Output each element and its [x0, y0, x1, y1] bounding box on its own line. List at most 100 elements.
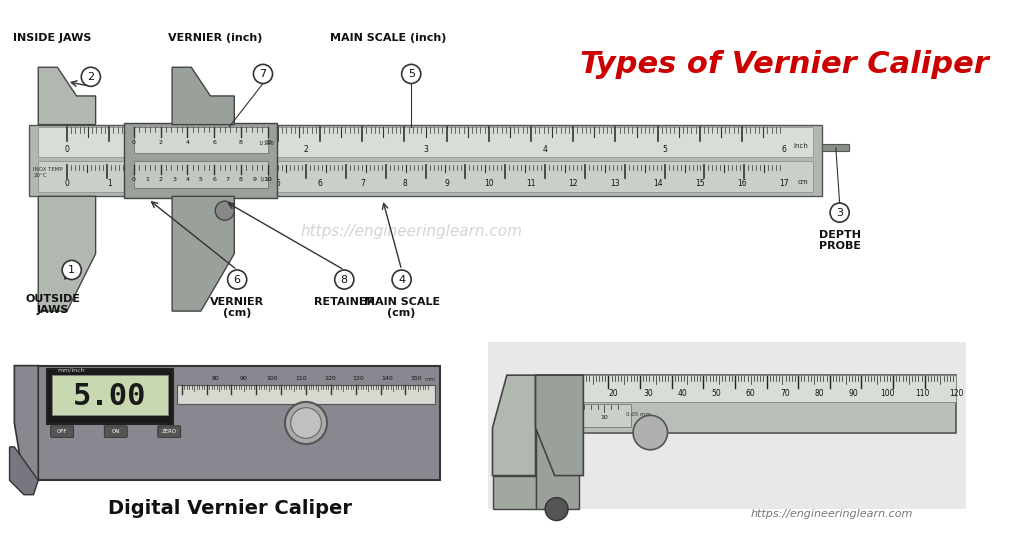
FancyBboxPatch shape	[134, 161, 267, 188]
Text: 4: 4	[543, 145, 548, 154]
FancyBboxPatch shape	[124, 123, 278, 198]
Text: 6: 6	[212, 177, 216, 182]
Circle shape	[227, 270, 247, 289]
Text: 1/20: 1/20	[260, 177, 272, 182]
Text: 10: 10	[574, 389, 584, 398]
Text: 120: 120	[324, 376, 336, 381]
Text: 0: 0	[543, 389, 548, 398]
Text: 3: 3	[172, 177, 176, 182]
FancyBboxPatch shape	[38, 365, 440, 480]
Text: 10: 10	[600, 414, 608, 420]
Text: 130: 130	[352, 376, 365, 381]
Circle shape	[285, 402, 327, 444]
Text: 90: 90	[849, 389, 858, 398]
Text: 0: 0	[65, 179, 70, 189]
Text: 4: 4	[185, 140, 189, 146]
Text: 17: 17	[779, 179, 788, 189]
Text: 140: 140	[381, 376, 393, 381]
Text: 4: 4	[233, 179, 239, 189]
FancyBboxPatch shape	[536, 375, 956, 402]
Text: 3: 3	[191, 179, 196, 189]
Text: 10: 10	[264, 177, 271, 182]
Polygon shape	[38, 196, 95, 311]
Text: Digital Vernier Caliper: Digital Vernier Caliper	[108, 500, 351, 519]
Text: inch: inch	[794, 143, 808, 149]
Text: 9: 9	[444, 179, 450, 189]
Polygon shape	[38, 67, 95, 125]
Circle shape	[253, 64, 272, 84]
Text: 90: 90	[240, 376, 248, 381]
Circle shape	[291, 407, 322, 438]
Text: 7: 7	[359, 179, 365, 189]
Text: 9: 9	[252, 177, 256, 182]
Circle shape	[335, 270, 354, 289]
Text: 5: 5	[199, 177, 203, 182]
Text: 40: 40	[677, 389, 687, 398]
Text: MAIN SCALE (inch): MAIN SCALE (inch)	[330, 33, 446, 43]
Circle shape	[81, 67, 100, 86]
Text: 0: 0	[132, 177, 136, 182]
Text: 7: 7	[259, 69, 266, 79]
FancyBboxPatch shape	[38, 161, 813, 191]
FancyBboxPatch shape	[536, 375, 956, 433]
Text: 2: 2	[148, 179, 154, 189]
Text: OUTSIDE
JAWS: OUTSIDE JAWS	[26, 294, 80, 315]
Text: 15: 15	[695, 179, 705, 189]
Text: ON: ON	[112, 429, 120, 434]
Text: 10: 10	[484, 179, 494, 189]
Circle shape	[401, 64, 421, 84]
Text: VERNIER (inch): VERNIER (inch)	[168, 33, 262, 43]
Circle shape	[545, 497, 568, 521]
Text: 8: 8	[402, 179, 407, 189]
Text: 30: 30	[643, 389, 652, 398]
Text: OFF: OFF	[57, 429, 68, 434]
FancyBboxPatch shape	[487, 342, 966, 509]
Text: 80: 80	[211, 376, 219, 381]
Text: INSIDE JAWS: INSIDE JAWS	[13, 33, 92, 43]
Text: 12: 12	[568, 179, 578, 189]
FancyBboxPatch shape	[822, 144, 849, 151]
Polygon shape	[14, 365, 38, 480]
Text: 1: 1	[106, 179, 112, 189]
Text: 120: 120	[949, 389, 964, 398]
Circle shape	[215, 201, 234, 220]
Text: 1: 1	[184, 145, 188, 154]
Text: 8: 8	[239, 140, 243, 146]
Text: https://engineeringlearn.com: https://engineeringlearn.com	[300, 224, 522, 239]
Circle shape	[830, 203, 849, 222]
Text: INOX TEMP
20°C: INOX TEMP 20°C	[34, 167, 63, 178]
Text: DEPTH
PROBE: DEPTH PROBE	[818, 230, 860, 251]
Text: https://engineeringlearn.com: https://engineeringlearn.com	[751, 509, 913, 519]
Text: 150: 150	[411, 376, 422, 381]
Text: 70: 70	[780, 389, 790, 398]
Text: mm/inch: mm/inch	[57, 367, 85, 372]
Circle shape	[62, 260, 81, 280]
Text: 50: 50	[712, 389, 721, 398]
Text: 7: 7	[225, 177, 229, 182]
FancyBboxPatch shape	[158, 426, 181, 437]
Circle shape	[392, 270, 412, 289]
Text: 60: 60	[745, 389, 756, 398]
Text: 100: 100	[266, 376, 279, 381]
Text: 100: 100	[881, 389, 895, 398]
Text: 110: 110	[296, 376, 307, 381]
Text: 110: 110	[914, 389, 929, 398]
Text: 6: 6	[212, 140, 216, 146]
Text: 0: 0	[132, 140, 136, 146]
Text: 5: 5	[275, 179, 281, 189]
Text: Types of Vernier Caliper: Types of Vernier Caliper	[580, 50, 988, 79]
Polygon shape	[9, 447, 38, 495]
Text: 3: 3	[837, 208, 843, 218]
FancyBboxPatch shape	[536, 404, 631, 427]
Text: VERNIER
(cm): VERNIER (cm)	[210, 297, 264, 319]
Polygon shape	[172, 196, 234, 311]
Polygon shape	[172, 67, 234, 125]
Text: 1: 1	[69, 265, 75, 275]
FancyBboxPatch shape	[134, 127, 267, 153]
Text: 5: 5	[663, 145, 667, 154]
FancyBboxPatch shape	[536, 433, 579, 509]
Text: 11: 11	[526, 179, 536, 189]
Text: 20: 20	[609, 389, 618, 398]
FancyBboxPatch shape	[51, 375, 168, 416]
Text: 5: 5	[408, 69, 415, 79]
